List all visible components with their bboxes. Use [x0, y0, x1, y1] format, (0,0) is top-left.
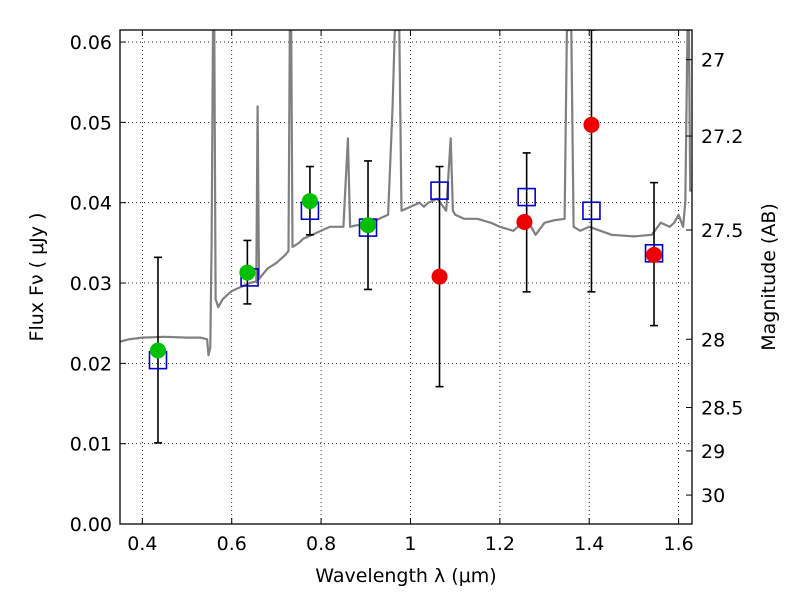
- y-tick-label: 0.05: [70, 112, 112, 134]
- y2-tick-label: 30: [701, 485, 725, 507]
- model-band-square: [582, 201, 601, 221]
- x-tick-label: 1.6: [663, 533, 693, 555]
- data-point: [239, 264, 256, 281]
- y-tick-label: 0.03: [70, 273, 112, 295]
- y-tick-label: 0.00: [70, 514, 112, 536]
- x-tick-label: 0.4: [127, 533, 157, 555]
- data-point: [646, 246, 663, 263]
- x-tick-label: 1: [404, 533, 416, 555]
- y2-tick-label: 27: [701, 50, 725, 72]
- tick-labels: 0.4 0.6 0.8 1 1.2 1.4 1.6 0.00 0.01 0.02 0.03 0.04 0…: [70, 32, 744, 555]
- error-bars: [153, 30, 659, 444]
- y2-tick-label: 27.5: [701, 220, 743, 242]
- observed-points: [149, 116, 663, 359]
- y2-tick-label: 29: [701, 441, 725, 463]
- data-point: [149, 342, 166, 359]
- y-axis-label: Flux Fν ( μJy ): [26, 213, 48, 342]
- y-tick-label: 0.01: [70, 434, 112, 456]
- plot-frame: [119, 29, 693, 525]
- y2-tick-label: 27.2: [701, 126, 743, 148]
- x-tick-label: 0.8: [306, 533, 336, 555]
- x-tick-label: 0.6: [217, 533, 247, 555]
- y-tick-label: 0.04: [70, 193, 112, 215]
- data-point: [431, 268, 448, 285]
- x-tick-label: 1.4: [574, 533, 604, 555]
- model-spectrum-line: [120, 30, 692, 357]
- data-point: [301, 193, 318, 210]
- data-point: [516, 213, 533, 230]
- data-point: [360, 217, 377, 234]
- model-band-square: [517, 187, 536, 207]
- model-band-square: [430, 181, 449, 200]
- model-spectrum: [120, 30, 692, 357]
- y2-axis-label: Magnitude (AB): [758, 203, 780, 351]
- grid: [120, 30, 692, 524]
- model-band-points: [148, 181, 664, 370]
- data-point: [583, 116, 600, 133]
- y2-tick-label: 28: [701, 329, 725, 351]
- x-axis-label: Wavelength λ (μm): [315, 565, 496, 587]
- x-tick-label: 1.2: [485, 533, 515, 555]
- y-tick-label: 0.06: [70, 32, 112, 54]
- y2-tick-label: 28.5: [701, 398, 743, 420]
- ticks: [120, 30, 692, 525]
- y-tick-label: 0.02: [70, 353, 112, 375]
